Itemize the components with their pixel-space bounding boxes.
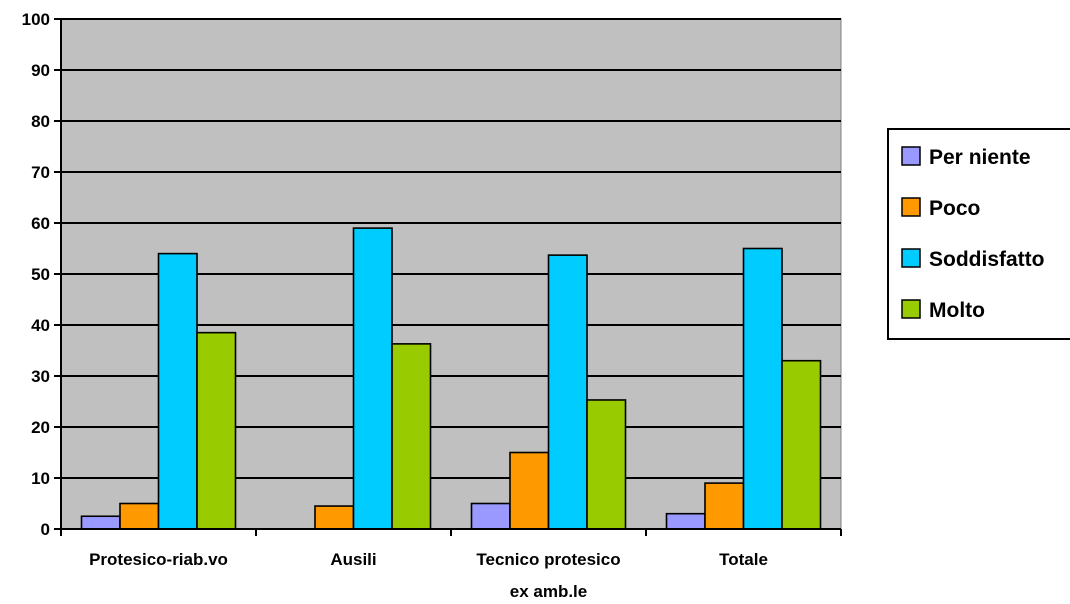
y-axis-tick-labels: 0 10 20 30 40 50 60 70 80 90 100 (22, 10, 50, 539)
legend-label: Soddisfatto (929, 248, 1045, 271)
bar-molto (196, 331, 237, 530)
bar-molto (781, 359, 822, 530)
x-category-label: Totale (719, 550, 768, 569)
legend-swatch (901, 248, 921, 268)
y-tick-label: 20 (31, 418, 50, 437)
legend-label: Poco (929, 197, 980, 220)
x-category-label: Tecnico protesico ex amb.le (476, 550, 620, 601)
bar-per-niente (470, 502, 511, 530)
legend: Per niente Poco Soddisfatto Molto (887, 128, 1070, 340)
y-tick-label: 60 (31, 214, 50, 233)
bar-soddisfatto (547, 254, 588, 530)
bar-soddisfatto (742, 247, 783, 530)
x-category-label: Protesico-riab.vo (89, 550, 228, 569)
legend-label: Molto (929, 299, 985, 322)
bar-poco (704, 482, 745, 530)
legend-label: Per niente (929, 146, 1031, 169)
y-tick-label: 50 (31, 265, 50, 284)
bar-poco (509, 451, 550, 530)
bar-per-niente (665, 512, 706, 530)
y-tick-label: 30 (31, 367, 50, 386)
x-axis-category-labels: Protesico-riab.vo Ausili Tecnico protesico… (89, 550, 768, 601)
y-tick-label: 40 (31, 316, 50, 335)
bar-poco (314, 505, 355, 530)
y-tick-label: 0 (41, 520, 50, 539)
legend-swatch (901, 197, 921, 217)
legend-swatch (901, 299, 921, 319)
bar-molto (391, 343, 432, 530)
bar-poco (119, 502, 160, 530)
y-tick-label: 10 (31, 469, 50, 488)
legend-swatch (901, 146, 921, 166)
y-tick-label: 90 (31, 61, 50, 80)
bars (80, 227, 822, 530)
bar-soddisfatto (352, 227, 393, 530)
x-category-label: Ausili (330, 550, 376, 569)
bar-per-niente (80, 515, 121, 530)
axes (54, 18, 842, 536)
y-tick-label: 100 (22, 10, 50, 29)
bar-molto (586, 399, 627, 530)
y-tick-label: 80 (31, 112, 50, 131)
bar-soddisfatto (157, 252, 198, 530)
y-tick-label: 70 (31, 163, 50, 182)
